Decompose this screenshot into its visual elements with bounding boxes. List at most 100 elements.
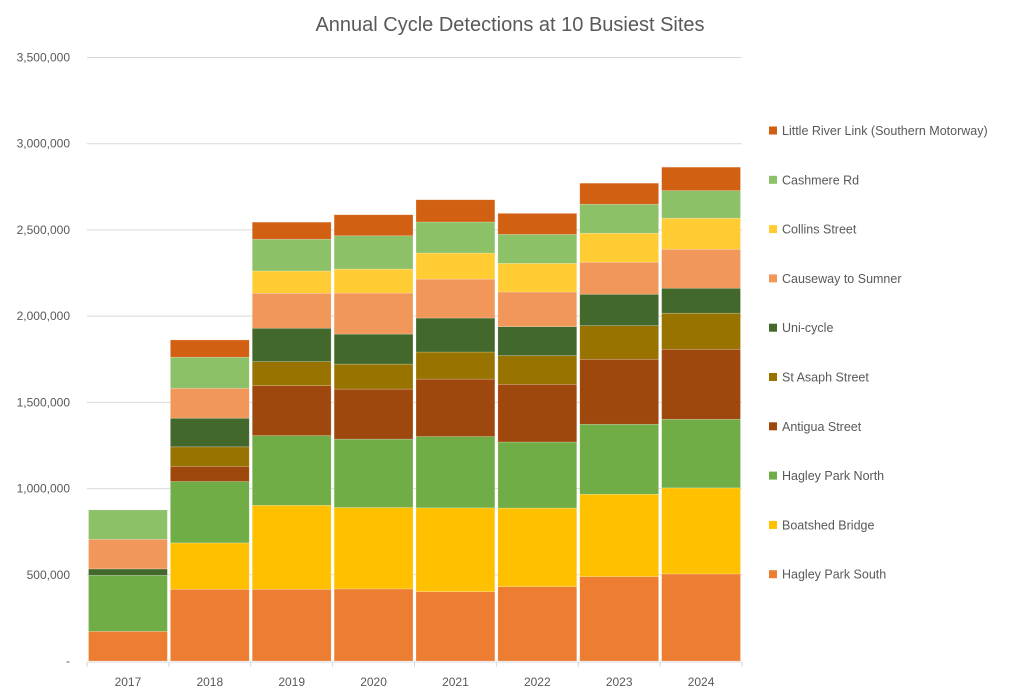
legend-item: Cashmere Rd xyxy=(769,173,859,187)
bar-segment xyxy=(170,356,250,389)
legend-label: Antigua Street xyxy=(782,420,862,434)
x-tick-label: 2018 xyxy=(196,675,223,689)
bar-segment xyxy=(88,568,168,576)
bar-segment xyxy=(415,252,496,280)
bar-segment xyxy=(579,293,659,326)
legend: Little River Link (Southern Motorway) Cas… xyxy=(769,124,988,582)
legend-swatch xyxy=(769,471,777,480)
bar-segment xyxy=(661,348,741,420)
legend-item: Antigua Street xyxy=(769,420,862,434)
y-tick-label: 2,500,000 xyxy=(17,223,71,237)
bar-segment xyxy=(170,588,250,662)
bar-segment xyxy=(88,509,168,540)
legend-label: Uni-cycle xyxy=(782,321,833,335)
x-tick-label: 2022 xyxy=(524,675,551,689)
y-tick-label: 1,000,000 xyxy=(17,482,71,496)
bar-segment xyxy=(415,221,496,254)
bar-segment xyxy=(497,263,578,293)
legend-swatch xyxy=(769,570,777,579)
bar-segment xyxy=(333,507,414,590)
bar-segment xyxy=(579,261,659,295)
bar-segment xyxy=(579,576,659,662)
bar-segment xyxy=(333,333,414,365)
bar-segment xyxy=(415,351,496,380)
bar-stack xyxy=(333,214,414,662)
bar-segment xyxy=(497,507,578,587)
bar-segment xyxy=(251,238,332,272)
bar-segment xyxy=(251,504,332,590)
y-tick-label: 1,500,000 xyxy=(17,395,71,409)
bar-segment xyxy=(170,466,250,482)
y-tick-label: 2,000,000 xyxy=(17,309,71,323)
legend-swatch xyxy=(769,225,777,234)
bar-segment xyxy=(333,214,414,237)
bar-segment xyxy=(333,363,414,390)
bar-segment xyxy=(333,438,414,508)
legend-item: Causeway to Sumner xyxy=(769,272,902,286)
bar-segment xyxy=(333,588,414,662)
bar-segment xyxy=(661,487,741,575)
bar-stack xyxy=(170,339,250,662)
bar-segment xyxy=(170,542,250,590)
bar-segment xyxy=(251,361,332,386)
bar-segment xyxy=(579,358,659,425)
bar-segment xyxy=(170,417,250,448)
legend-item: Uni-cycle xyxy=(769,321,833,335)
bar-segment xyxy=(497,586,578,662)
bar-segment xyxy=(579,232,659,263)
y-tick-label: - xyxy=(66,654,70,668)
legend-swatch xyxy=(769,520,777,529)
bar-segment xyxy=(497,355,578,385)
bar-segment xyxy=(415,507,496,592)
bar-segment xyxy=(661,248,741,289)
bar-stack xyxy=(661,166,741,662)
x-tick-label: 2017 xyxy=(115,675,142,689)
bar-segment xyxy=(661,573,741,662)
bar-segment xyxy=(170,481,250,544)
bar-segment xyxy=(415,199,496,223)
bar-segment xyxy=(88,575,168,632)
x-axis: 2017 2018 2019 2020 2021 2022 2023 2024 xyxy=(86,661,743,689)
bar-segment xyxy=(579,203,659,234)
legend-swatch xyxy=(769,422,777,431)
bar-segment xyxy=(497,326,578,356)
bar-segment xyxy=(333,292,414,335)
bar-segment xyxy=(497,441,578,509)
legend-label: Causeway to Sumner xyxy=(782,272,902,286)
legend-swatch xyxy=(769,175,777,184)
bar-segment xyxy=(333,235,414,270)
bar-segment xyxy=(661,217,741,250)
bar-segment xyxy=(415,317,496,353)
legend-label: Cashmere Rd xyxy=(782,173,859,187)
y-tick-label: 500,000 xyxy=(27,568,71,582)
y-tick-label: 3,000,000 xyxy=(17,137,71,151)
bar-segment xyxy=(333,268,414,294)
legend-label: Little River Link (Southern Motorway) xyxy=(782,124,988,138)
bar-segment xyxy=(579,493,659,577)
bar-stack xyxy=(497,213,578,662)
legend-item: Little River Link (Southern Motorway) xyxy=(769,124,988,138)
legend-item: Boatshed Bridge xyxy=(769,518,874,532)
bar-segment xyxy=(170,339,250,358)
bar-segment xyxy=(579,423,659,495)
legend-swatch xyxy=(769,126,777,135)
bar-segment xyxy=(497,383,578,443)
x-tick-label: 2024 xyxy=(688,675,715,689)
bar-segment xyxy=(251,327,332,362)
bar-segment xyxy=(333,388,414,440)
legend-label: Boatshed Bridge xyxy=(782,518,874,532)
bar-segment xyxy=(251,435,332,506)
bar-stack xyxy=(251,221,332,662)
bar-segment xyxy=(661,312,741,350)
bar-segment xyxy=(415,436,496,509)
bar-segment xyxy=(661,287,741,314)
legend-label: Collins Street xyxy=(782,223,857,237)
bars xyxy=(88,166,741,662)
y-tick-label: 3,500,000 xyxy=(17,51,71,65)
y-axis: - 500,000 1,000,000 1,500,000 2,000,000 2,500… xyxy=(17,51,71,669)
bar-segment xyxy=(579,182,659,205)
bar-segment xyxy=(415,378,496,437)
x-tick-label: 2021 xyxy=(442,675,469,689)
legend-swatch xyxy=(769,274,777,283)
